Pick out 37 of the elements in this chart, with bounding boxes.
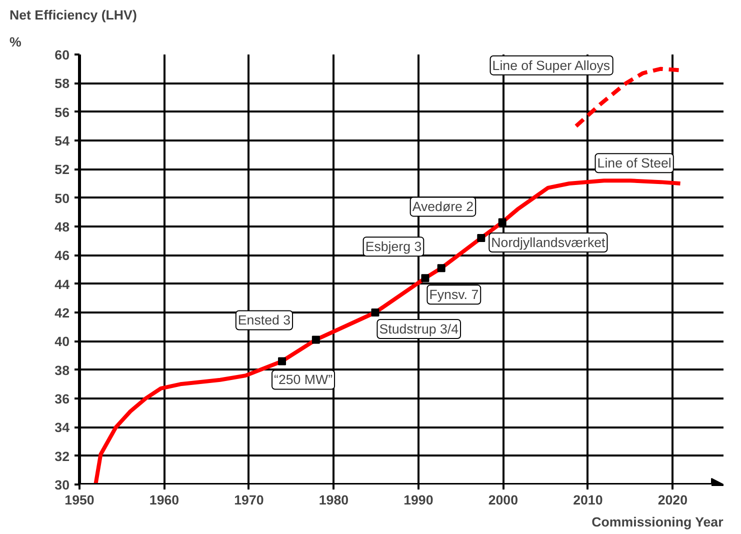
x-tick-label: 2000 <box>488 492 518 508</box>
chart-title: Net Efficiency (LHV) <box>10 8 137 22</box>
y-tick-label: 30 <box>54 478 70 492</box>
x-tick-label: 1950 <box>64 492 94 508</box>
annotation: Avedøre 2 <box>412 199 474 214</box>
x-tick-label: 2020 <box>658 492 688 508</box>
line-series <box>94 178 682 484</box>
y-tick-label: 36 <box>54 392 70 406</box>
x-tick-label: 1960 <box>149 492 180 508</box>
x-tick-label: 1970 <box>234 492 264 508</box>
annotation: Nordjyllandsværket <box>491 234 606 250</box>
annotation: “250 MW” <box>274 372 333 388</box>
y-tick-label: 56 <box>54 104 70 120</box>
y-axis-title: % <box>10 34 22 50</box>
y-tick-label: 50 <box>54 190 70 206</box>
y-tick-label: 44 <box>54 276 70 292</box>
annotation: Ensted 3 <box>238 312 291 328</box>
y-tick-label: 52 <box>54 162 70 178</box>
y-tick-label: 32 <box>54 448 70 464</box>
x-tick-label: 1990 <box>404 492 434 508</box>
x-tick-label: 1980 <box>318 492 349 508</box>
y-tick-label: 38 <box>54 362 70 378</box>
series-label: Line of Steel <box>597 156 672 171</box>
y-tick-label: 40 <box>54 334 70 350</box>
y-tick-label: 42 <box>54 306 70 320</box>
annotation: Esbjerg 3 <box>365 239 422 254</box>
y-tick-label: 58 <box>54 76 70 92</box>
annotation: Studstrup 3/4 <box>379 322 460 336</box>
y-tick-label: 60 <box>54 48 70 62</box>
series-label: Line of Super Alloys <box>492 58 610 73</box>
y-tick-label: 48 <box>54 220 70 234</box>
y-tick-label: 54 <box>54 134 70 148</box>
x-tick-label: 2010 <box>573 492 603 508</box>
y-tick-label: 34 <box>54 420 70 436</box>
y-tick-label: 46 <box>54 248 70 264</box>
annotation: Fynsv. 7 <box>429 287 479 302</box>
x-axis-title: Commissioning Year <box>592 514 724 530</box>
